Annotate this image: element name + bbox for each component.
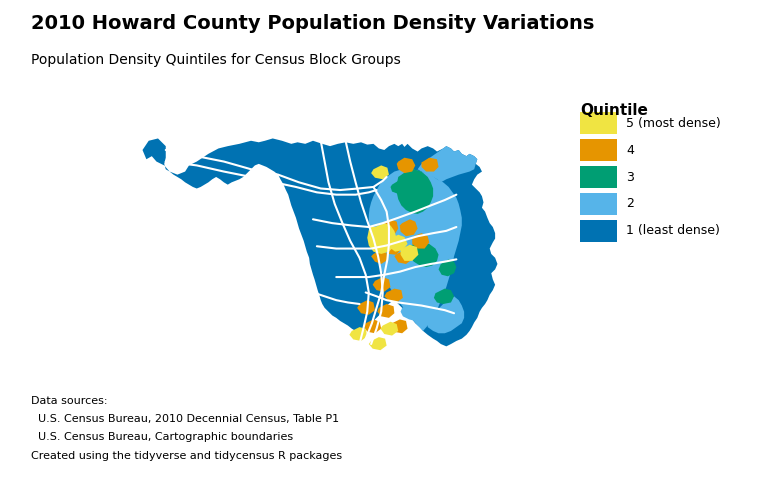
Text: 2010 Howard County Population Density Variations: 2010 Howard County Population Density Va… (31, 14, 594, 34)
Polygon shape (389, 235, 408, 252)
Polygon shape (381, 219, 399, 236)
Polygon shape (395, 250, 412, 264)
Polygon shape (377, 304, 395, 318)
Polygon shape (439, 259, 456, 276)
Text: U.S. Census Bureau, Cartographic boundaries: U.S. Census Bureau, Cartographic boundar… (31, 432, 293, 443)
Text: Quintile: Quintile (580, 103, 647, 118)
Polygon shape (400, 219, 418, 236)
Polygon shape (401, 302, 425, 321)
Text: Data sources:: Data sources: (31, 396, 108, 406)
Polygon shape (384, 288, 403, 302)
Text: Population Density Quintiles for Census Block Groups: Population Density Quintiles for Census … (31, 53, 400, 67)
Text: 3: 3 (626, 170, 634, 184)
Text: 2: 2 (626, 197, 634, 211)
Polygon shape (143, 138, 498, 347)
Polygon shape (428, 296, 464, 333)
Text: 4: 4 (626, 144, 634, 157)
Polygon shape (397, 158, 415, 173)
Polygon shape (363, 319, 381, 333)
Text: Created using the tidyverse and tidycensus R packages: Created using the tidyverse and tidycens… (31, 451, 342, 461)
Polygon shape (367, 223, 397, 254)
Polygon shape (434, 288, 454, 304)
Text: 1 (least dense): 1 (least dense) (626, 224, 720, 238)
Polygon shape (401, 245, 419, 261)
Polygon shape (349, 327, 367, 341)
Polygon shape (384, 241, 401, 255)
Polygon shape (371, 250, 387, 264)
Polygon shape (369, 235, 386, 249)
Polygon shape (397, 169, 433, 214)
Polygon shape (418, 146, 477, 182)
Polygon shape (422, 158, 439, 171)
Text: 5 (most dense): 5 (most dense) (626, 117, 720, 130)
Polygon shape (369, 169, 462, 331)
Polygon shape (390, 319, 408, 333)
Polygon shape (412, 233, 429, 249)
Polygon shape (357, 300, 375, 315)
Polygon shape (406, 242, 439, 267)
Polygon shape (371, 166, 389, 179)
Polygon shape (390, 181, 403, 194)
Polygon shape (369, 337, 386, 350)
Text: U.S. Census Bureau, 2010 Decennial Census, Table P1: U.S. Census Bureau, 2010 Decennial Censu… (31, 414, 339, 424)
Polygon shape (372, 277, 390, 292)
Polygon shape (380, 322, 399, 336)
